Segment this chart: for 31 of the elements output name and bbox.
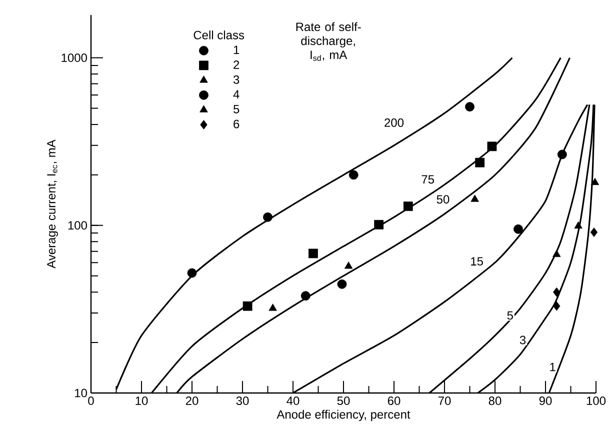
y-tick-label: 1000 <box>62 54 87 62</box>
x-tick-label: 20 <box>186 396 198 406</box>
annotation: 3 <box>520 336 526 344</box>
annotation: 200 <box>384 118 404 127</box>
legend-title: Cell class <box>194 30 244 40</box>
annotation: 15 <box>471 257 483 266</box>
x-tick-label: 10 <box>136 396 148 406</box>
x-tick-label: 0 <box>88 396 94 406</box>
annotation: 50 <box>436 195 450 204</box>
x-tick-label: 60 <box>388 396 400 406</box>
x-tick-label: 40 <box>286 396 300 406</box>
x-tick-label: 100 <box>586 396 606 406</box>
legend-label: 3 <box>233 75 240 84</box>
x-tick-label: 30 <box>236 396 249 406</box>
x-tick-label: 50 <box>337 396 350 406</box>
legend-label: 1 <box>234 46 240 54</box>
x-axis-title: Anode efficiency, percent <box>276 410 410 422</box>
x-tick-label: 80 <box>488 396 502 406</box>
y-tick-label: 100 <box>68 221 87 230</box>
annotation: 75 <box>422 175 434 184</box>
legend-label: 5 <box>233 105 240 114</box>
annotation: 1 <box>550 362 556 372</box>
x-tick-label: 90 <box>539 396 552 406</box>
annotation: Rate of self-discharge, I$_{sd}$, mA <box>296 22 361 61</box>
legend-label: 2 <box>234 60 240 69</box>
y-axis-title: Average current, I$_{ec}$, mA <box>47 140 58 268</box>
annotation: 5 <box>507 311 513 320</box>
y-tick-label: 10 <box>75 388 88 398</box>
legend-label: 6 <box>234 120 240 128</box>
legend-label: 4 <box>233 90 240 98</box>
x-tick-label: 70 <box>438 396 451 406</box>
